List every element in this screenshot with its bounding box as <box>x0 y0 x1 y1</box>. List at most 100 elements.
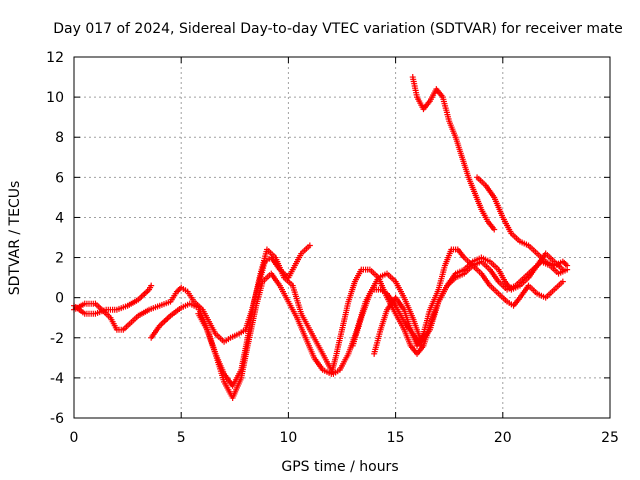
interpolated-markers <box>427 288 441 311</box>
x-tick-label: 10 <box>279 430 297 446</box>
interpolated-markers <box>462 264 475 275</box>
interpolated-markers <box>116 303 129 312</box>
interpolated-markers <box>486 220 496 231</box>
interpolated-markers <box>466 176 478 195</box>
interpolated-markers <box>453 136 465 159</box>
interpolated-markers <box>223 336 232 344</box>
series-trace-e <box>349 258 571 349</box>
data-layer <box>71 74 571 401</box>
interpolated-markers <box>488 260 500 271</box>
interpolated-markers <box>339 300 351 331</box>
interpolated-markers <box>273 256 287 279</box>
interpolated-markers <box>393 296 406 311</box>
interpolated-markers <box>253 280 266 307</box>
x-tick-label: 15 <box>387 430 405 446</box>
interpolated-markers <box>492 196 505 219</box>
interpolated-markers <box>531 260 543 271</box>
interpolated-markers <box>544 288 556 300</box>
interpolated-markers <box>175 286 183 294</box>
data-point <box>564 262 571 269</box>
y-tick-label: 12 <box>46 50 64 66</box>
interpolated-markers <box>251 272 263 303</box>
interpolated-markers <box>300 244 312 255</box>
y-axis-ticks: -6 -4 -2 0 2 4 6 8 10 12 <box>46 50 610 427</box>
y-tick-label: -6 <box>50 411 64 427</box>
interpolated-markers <box>230 376 244 399</box>
interpolated-markers <box>479 208 490 223</box>
interpolated-markers <box>312 356 325 372</box>
interpolated-markers <box>518 276 530 287</box>
interpolated-markers <box>557 267 568 276</box>
interpolated-markers <box>377 271 388 280</box>
x-tick-label: 5 <box>177 430 186 446</box>
interpolated-markers <box>434 87 445 99</box>
interpolated-markers <box>402 328 413 347</box>
interpolated-markers <box>360 266 371 273</box>
interpolated-markers <box>333 328 345 359</box>
interpolated-markers <box>445 276 457 287</box>
interpolated-markers <box>415 344 426 356</box>
interpolated-markers <box>277 284 291 303</box>
interpolated-markers <box>536 291 547 300</box>
interpolated-markers <box>149 324 162 340</box>
interpolated-markers <box>136 288 151 302</box>
interpolated-markers <box>207 320 218 335</box>
interpolated-markers <box>497 280 509 291</box>
y-tick-label: 8 <box>55 130 64 146</box>
interpolated-markers <box>269 272 282 287</box>
interpolated-markers <box>148 303 161 312</box>
interpolated-markers <box>488 284 500 296</box>
y-tick-label: -2 <box>50 331 64 347</box>
interpolated-markers <box>158 314 172 328</box>
interpolated-markers <box>290 284 304 315</box>
interpolated-markers <box>401 308 413 331</box>
interpolated-markers <box>294 316 308 339</box>
interpolated-markers <box>200 308 211 323</box>
interpolated-markers <box>427 300 441 331</box>
interpolated-markers <box>116 326 125 333</box>
interpolated-markers <box>475 175 487 187</box>
interpolated-markers <box>350 316 364 347</box>
interpolated-markers <box>454 271 466 280</box>
interpolated-markers <box>265 248 277 259</box>
interpolated-markers <box>421 308 433 335</box>
interpolated-markers <box>128 314 140 326</box>
interpolated-markers <box>185 290 196 303</box>
interpolated-markers <box>415 332 426 347</box>
interpolated-markers <box>471 264 483 275</box>
interpolated-markers <box>479 272 492 287</box>
data-point <box>559 278 566 285</box>
interpolated-markers <box>472 192 484 211</box>
interpolated-markers <box>385 272 397 283</box>
interpolated-markers <box>527 284 539 296</box>
interpolated-markers <box>100 308 112 320</box>
interpolated-markers <box>393 312 407 331</box>
interpolated-markers <box>527 244 539 255</box>
series-trace-h <box>474 174 571 269</box>
interpolated-markers <box>180 301 191 310</box>
data-point <box>491 226 498 233</box>
interpolated-markers <box>450 246 459 253</box>
chart-title: Day 017 of 2024, Sidereal Day-to-day VTE… <box>53 21 623 37</box>
interpolated-markers <box>359 292 373 319</box>
interpolated-markers <box>213 353 227 383</box>
interpolated-markers <box>303 336 317 359</box>
interpolated-markers <box>196 312 209 331</box>
interpolated-markers <box>188 301 200 310</box>
y-tick-label: 0 <box>55 291 64 307</box>
interpolated-markers <box>337 352 351 371</box>
interpolated-markers <box>368 268 380 279</box>
interpolated-markers <box>553 259 564 268</box>
interpolated-markers <box>447 120 458 139</box>
interpolated-markers <box>511 296 522 308</box>
interpolated-markers <box>456 248 466 259</box>
interpolated-markers <box>421 99 432 111</box>
interpolated-markers <box>121 322 132 332</box>
series-trace-g <box>409 74 498 233</box>
interpolated-markers <box>108 316 119 331</box>
interpolated-markers <box>535 252 547 263</box>
interpolated-markers <box>496 268 507 283</box>
interpolated-markers <box>180 286 189 294</box>
